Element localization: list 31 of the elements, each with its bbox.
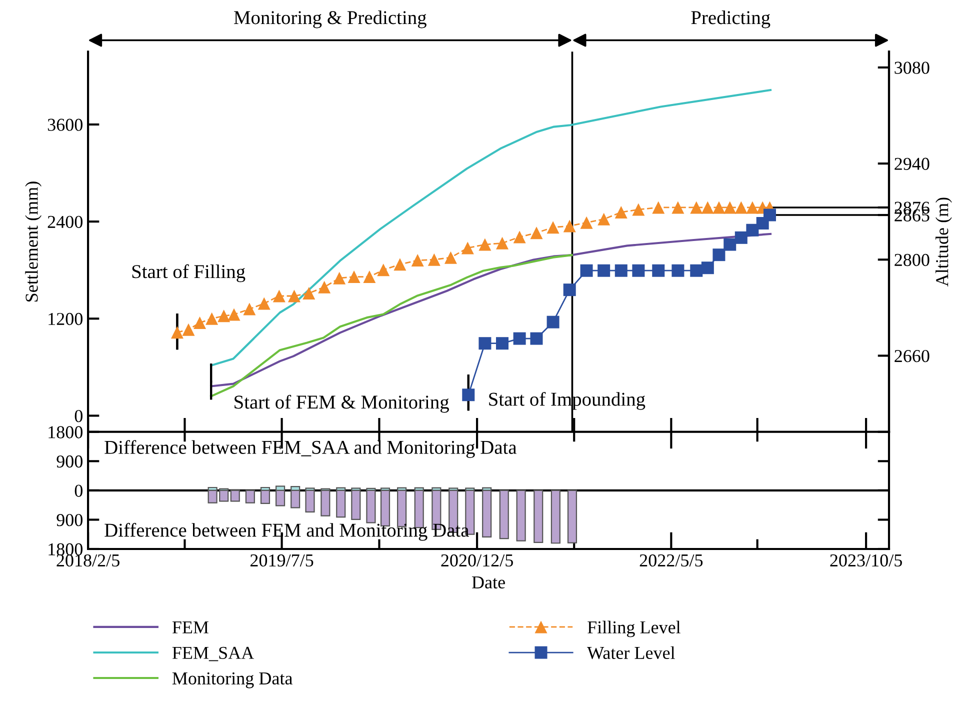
x-tick-label: 2023/10/5 bbox=[830, 554, 902, 567]
y-tick-label: 0 bbox=[74, 484, 82, 497]
y-tick-label: 900 bbox=[56, 514, 82, 526]
text: Predicting bbox=[691, 10, 770, 28]
y-tick-label: 1800 bbox=[48, 426, 82, 438]
legend-label: Monitoring Data bbox=[172, 672, 292, 688]
y2-tick-label: 3080 bbox=[894, 62, 930, 74]
annotation: Difference between FEM_SAA and Monitoring Data bbox=[104, 440, 517, 458]
x-tick-label: 2019/7/5 bbox=[250, 554, 314, 567]
y-tick-label: 1800 bbox=[48, 543, 82, 556]
y-tick-label: 3600 bbox=[48, 118, 82, 131]
legend-label: FEM bbox=[172, 621, 208, 634]
legend-label: Water Level bbox=[587, 646, 675, 660]
y-axis-title: Settlement (mm) bbox=[25, 182, 42, 302]
legend-label: Filling Level bbox=[588, 620, 680, 638]
x-tick-label: 2020/12/5 bbox=[441, 554, 513, 567]
y2-tick-label: 2660 bbox=[894, 350, 930, 362]
x-tick-label: 2022/5/5 bbox=[640, 554, 703, 567]
y2-axis-title: Altitude (m) bbox=[936, 198, 952, 286]
y-tick-label: 0 bbox=[74, 410, 82, 422]
legend-label: FEM_SAA bbox=[172, 646, 254, 662]
x-tick-label: 2018/2/5 bbox=[56, 554, 120, 567]
annotation: Start of FEM & Monitoring bbox=[234, 394, 449, 413]
text: Monitoring & Predicting bbox=[234, 10, 426, 28]
y2-tick-label: 2940 bbox=[894, 158, 930, 170]
x-axis-title: Date bbox=[472, 576, 505, 588]
annotation: Start of Filling bbox=[132, 264, 246, 282]
y-tick-label: 900 bbox=[56, 455, 82, 468]
y2-tick-label: 2800 bbox=[894, 254, 930, 266]
y-tick-label: 2400 bbox=[48, 216, 82, 228]
y-tick-label: 1200 bbox=[48, 312, 82, 326]
